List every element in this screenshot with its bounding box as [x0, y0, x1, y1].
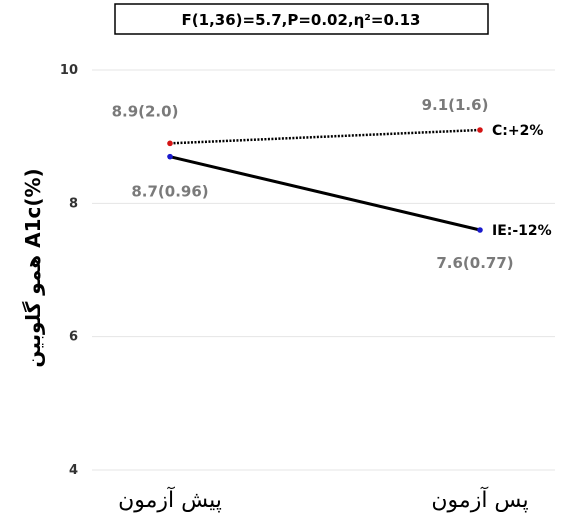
data-label: 8.9(2.0) — [112, 102, 179, 120]
data-label: 8.7(0.96) — [131, 183, 208, 201]
y-axis-label: همو گلوبین A1c(%) — [21, 168, 45, 367]
data-point — [167, 140, 173, 147]
stat-box — [114, 3, 489, 35]
y-tick-label: 8 — [69, 196, 78, 211]
x-category-label: پس آزمون — [431, 486, 528, 513]
data-point — [477, 227, 483, 233]
data-label: 9.1(1.6) — [422, 96, 489, 114]
data-point — [167, 153, 173, 160]
series-line — [169, 128, 481, 145]
y-tick-label: 4 — [69, 463, 78, 478]
series-line — [169, 155, 481, 232]
x-category-label: پیش آزمون — [118, 486, 222, 513]
y-tick-label: 6 — [69, 330, 78, 345]
series-name-label: C:+2% — [492, 123, 543, 139]
y-tick-label: 10 — [60, 63, 78, 78]
stat-title: F(1,36)=5.7,P=0.02,η²=0.13 — [182, 11, 421, 29]
data-label: 7.6(0.77) — [436, 254, 513, 272]
data-point — [477, 127, 483, 133]
series-name-label: IE:-12% — [492, 223, 552, 239]
